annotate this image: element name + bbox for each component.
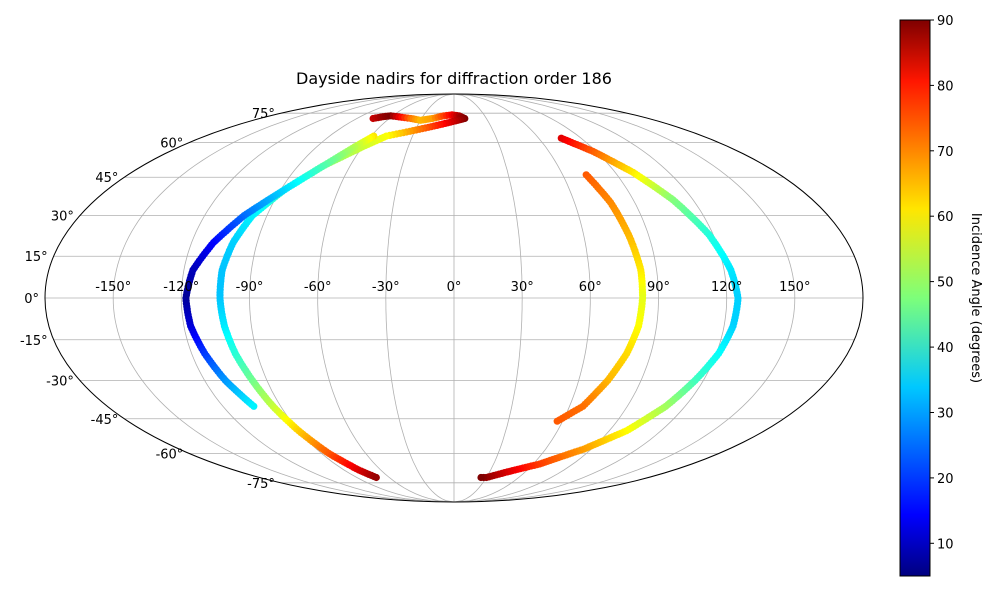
data-point [553, 417, 561, 425]
lon-tick-label: 150° [779, 280, 810, 295]
colorbar-tick-label: 50 [937, 276, 954, 291]
colorbar-tick-label: 20 [937, 472, 954, 487]
colorbar-label: Incidence Angle (degrees) [968, 213, 983, 383]
lat-tick-label: -45° [91, 413, 119, 428]
lon-tick-label: 30° [511, 280, 534, 295]
lat-tick-label: -15° [20, 334, 48, 349]
lat-tick-label: 30° [51, 210, 74, 225]
lon-tick-label: -90° [236, 280, 264, 295]
colorbar-ticks: 10 20 30 40 50 60 70 80 90 [930, 14, 954, 552]
colorbar-tick-label: 30 [937, 407, 954, 422]
lon-tick-label: -150° [95, 280, 131, 295]
colorbar [899, 19, 931, 577]
latitude-tick-labels: 75° 60° 45° 30° 15° 0° -15° -30° -45° -60° -75° [20, 107, 275, 492]
lon-tick-label: 0° [447, 280, 462, 295]
lon-tick-label: -60° [304, 280, 332, 295]
longitude-tick-labels: -150° -120° -90° -60° -30° 0° 30° 60° 90° 120° 150… [95, 280, 810, 295]
colorbar-tick-label: 90 [937, 14, 954, 29]
colorbar-tick-label: 80 [937, 79, 954, 94]
lon-tick-label: -30° [372, 280, 400, 295]
map-boundary [44, 93, 864, 503]
colorbar-tick-label: 10 [937, 537, 954, 552]
lon-tick-label: 120° [711, 280, 742, 295]
lon-tick-label: 90° [647, 280, 670, 295]
data-point [250, 402, 258, 410]
lat-tick-label: -75° [247, 477, 275, 492]
data-point [477, 473, 485, 482]
lat-tick-label: -30° [46, 374, 74, 389]
lat-tick-label: 75° [252, 107, 275, 122]
data-points [182, 111, 742, 482]
colorbar-tick-label: 60 [937, 210, 954, 225]
chart-title: Dayside nadirs for diffraction order 186 [296, 69, 612, 88]
lon-tick-label: 60° [579, 280, 602, 295]
lat-tick-label: 60° [160, 137, 183, 152]
lat-tick-label: 45° [95, 171, 118, 186]
lat-tick-label: -60° [156, 448, 184, 463]
colorbar-tick-label: 40 [937, 341, 954, 356]
lat-tick-label: 0° [24, 292, 39, 307]
lat-tick-label: 15° [25, 250, 48, 265]
colorbar-tick-label: 70 [937, 145, 954, 160]
data-point [372, 473, 380, 482]
lon-tick-label: -120° [163, 280, 199, 295]
map-grid [45, 94, 863, 502]
